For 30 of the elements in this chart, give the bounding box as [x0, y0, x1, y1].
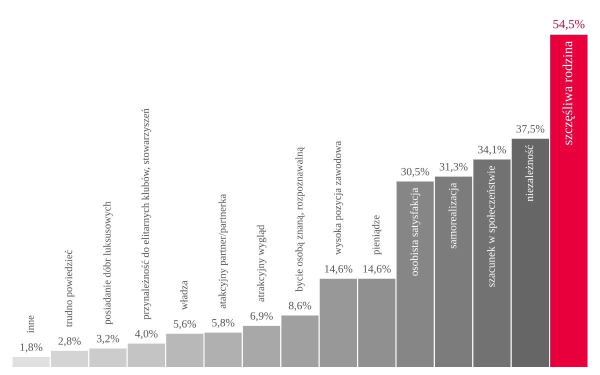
x-tick-label: samorealizacja [448, 182, 459, 248]
x-tick-label: posiadanie dóbr luksusowych [103, 201, 113, 324]
data-label: 31,3% [440, 162, 468, 172]
data-label: 30,5% [401, 168, 430, 177]
data-label: 3,2% [96, 334, 120, 344]
x-tick-label: władza [180, 280, 188, 310]
data-label: 34,1% [478, 146, 506, 155]
x-tick-label: wysoka pozycja zawodowa [334, 141, 344, 255]
x-tick-label: osobista satysfakcja [410, 188, 420, 276]
data-label: 14,6% [325, 265, 352, 274]
data-label: 54,5% [553, 20, 585, 30]
x-tick-label: inne [26, 316, 34, 333]
x-tick-label: niezależność [525, 145, 534, 202]
x-tick-label: szczęśliwa rodzina [562, 41, 575, 145]
x-tick-label: atakcyjny partner/partnerka [218, 194, 228, 308]
data-label: 14,6% [363, 265, 391, 274]
data-label: 5,8% [212, 318, 234, 328]
x-tick-label: przynależność do elitarnych klubów, stowarzyszeń [142, 108, 152, 320]
x-tick-label: bycie osobą znaną, rozpoznawalną [295, 146, 305, 292]
x-tick-label: pieniądze [372, 215, 382, 255]
x-tick-label: trudno powiedzieć [64, 250, 74, 327]
data-label: 8,6% [288, 302, 312, 311]
data-label: 2,8% [58, 337, 81, 346]
data-label: 4,0% [135, 330, 158, 340]
data-label: 6,9% [250, 312, 273, 322]
data-label: 5,6% [174, 320, 196, 330]
x-tick-label: atrakcyjny wygląd [256, 224, 266, 302]
data-label: 1,8% [20, 343, 42, 352]
data-label: 37,5% [516, 125, 544, 134]
x-tick-label: szacunek w społeczeństwie [486, 166, 498, 287]
